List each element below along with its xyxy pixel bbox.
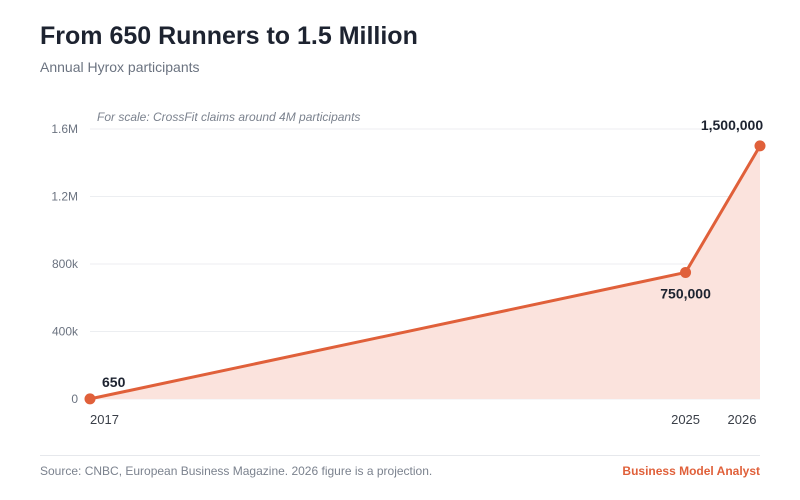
area-fill — [90, 145, 760, 399]
line-chart: 0 400k 800k 1.2M 1.6M For scale: CrossFit cla… — [51, 110, 766, 427]
data-label: 750,000 — [660, 285, 711, 301]
source-note: Source: CNBC, European Business Magazine… — [40, 464, 433, 478]
x-tick-label: 2026 — [728, 412, 757, 427]
footer-divider — [40, 455, 760, 456]
data-point — [84, 393, 96, 405]
y-tick-label: 800k — [52, 257, 79, 271]
chart-subtitle: Annual Hyrox participants — [40, 59, 200, 75]
y-tick-label: 1.2M — [51, 190, 78, 204]
data-point — [680, 266, 692, 278]
chart-annotation: For scale: CrossFit claims around 4M par… — [97, 110, 360, 124]
x-tick-label: 2017 — [90, 412, 119, 427]
x-tick-label: 2025 — [671, 412, 700, 427]
data-label: 1,500,000 — [701, 117, 763, 133]
data-point — [754, 140, 766, 152]
y-tick-label: 0 — [71, 392, 78, 406]
y-tick-label: 400k — [52, 325, 79, 339]
brand-label: Business Model Analyst — [622, 464, 760, 478]
y-tick-label: 1.6M — [51, 122, 78, 136]
data-label: 650 — [102, 374, 126, 390]
chart-title: From 650 Runners to 1.5 Million — [40, 22, 418, 50]
